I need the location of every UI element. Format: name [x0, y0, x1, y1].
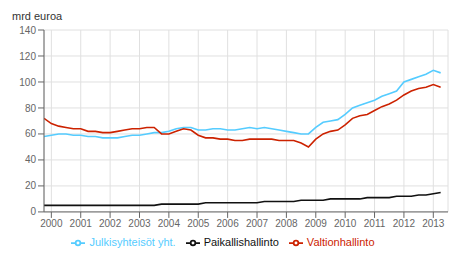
- svg-text:80: 80: [25, 103, 37, 114]
- svg-text:140: 140: [19, 25, 36, 36]
- svg-text:2009: 2009: [305, 218, 328, 229]
- svg-text:2011: 2011: [364, 218, 386, 229]
- svg-text:120: 120: [19, 51, 36, 62]
- svg-text:40: 40: [25, 154, 37, 165]
- html-text:mrd euroa: mrd euroa: [12, 10, 63, 22]
- svg-text:2001: 2001: [70, 218, 93, 229]
- svg-text:2005: 2005: [187, 218, 210, 229]
- svg-text:2013: 2013: [422, 218, 445, 229]
- svg-text:100: 100: [19, 77, 36, 88]
- html-text:Julkisyhteisöt yht.: Julkisyhteisöt yht.: [89, 235, 176, 248]
- svg-text:2004: 2004: [158, 218, 181, 229]
- svg-text:2012: 2012: [393, 218, 416, 229]
- svg-text:2002: 2002: [99, 218, 122, 229]
- svg-text:2000: 2000: [40, 218, 63, 229]
- svg-text:20: 20: [25, 180, 37, 191]
- svg-text:2007: 2007: [246, 218, 269, 229]
- svg-text:2008: 2008: [275, 218, 298, 229]
- svg-text:2010: 2010: [334, 218, 357, 229]
- html-text:Paikallishallinto: Paikallishallinto: [203, 235, 279, 248]
- svg-text:0: 0: [30, 206, 36, 217]
- svg-text:60: 60: [25, 128, 37, 139]
- svg-text:2006: 2006: [217, 218, 240, 229]
- svg-text:2003: 2003: [128, 218, 151, 229]
- html-text:Valtionhallinto: Valtionhallinto: [306, 235, 375, 248]
